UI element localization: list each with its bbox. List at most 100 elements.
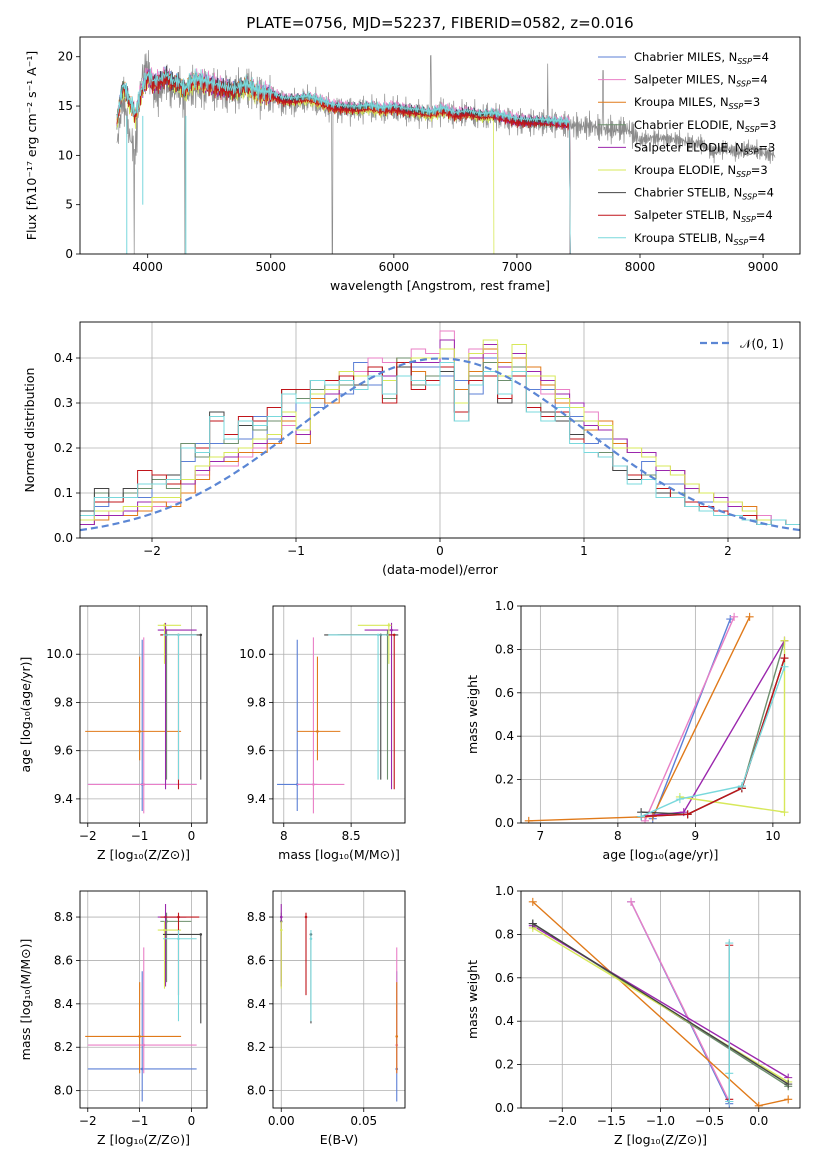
y-tick-label: 0.8 — [495, 927, 514, 941]
legend-label: Kroupa STELIB, N — [634, 231, 734, 245]
x-axis-label: E(B-V) — [320, 1132, 359, 1147]
legend-subscript: SSP — [742, 193, 757, 202]
y-tick-label: 0.4 — [54, 351, 73, 365]
legend-subscript: SSP — [745, 125, 760, 134]
data-point — [177, 937, 180, 941]
legend-label: Salpeter MILES, N — [634, 73, 736, 87]
weight-marker — [524, 816, 533, 823]
y-tick-label: 8.2 — [54, 1040, 73, 1054]
data-point — [376, 633, 380, 637]
legend-label: Salpeter STELIB, N — [634, 208, 741, 222]
weight-line — [641, 657, 786, 818]
weight-marker — [784, 1080, 793, 1089]
y-tick-label: 10.0 — [239, 647, 266, 661]
x-tick-label: 8 — [614, 829, 622, 843]
data-point — [138, 730, 141, 733]
legend-label: Kroupa ELODIE, N — [634, 163, 736, 177]
x-tick-label: −1 — [131, 829, 149, 843]
x-tick-label: −2 — [79, 1114, 97, 1128]
model-spectrum — [116, 68, 571, 254]
y-tick-label: 0.4 — [495, 729, 514, 743]
data-point — [304, 915, 308, 919]
data-point — [163, 623, 166, 627]
model-spectrum — [116, 71, 571, 254]
x-tick-label: 7 — [537, 829, 545, 843]
axes-frame — [79, 36, 801, 255]
data-point — [138, 1035, 141, 1038]
normal-curve — [80, 357, 800, 532]
legend-subscript: SSP — [729, 102, 744, 111]
legend-suffix: =3 — [758, 140, 775, 154]
weight-line — [644, 616, 735, 822]
residual-histogram — [80, 339, 800, 525]
data-point — [199, 633, 203, 637]
x-tick-label: 9000 — [748, 260, 779, 274]
x-tick-label: 4000 — [132, 260, 163, 274]
weight-line — [640, 666, 786, 818]
y-tick-label: 0.2 — [54, 441, 73, 455]
y-tick-label: 0.2 — [495, 773, 514, 787]
x-tick-label: −0.5 — [695, 1114, 724, 1128]
x-tick-label: −1.0 — [646, 1114, 675, 1128]
weight-line — [532, 927, 789, 1083]
weight-marker — [780, 636, 789, 645]
y-axis-label: mass weight — [465, 960, 480, 1039]
y-tick-label: 1.0 — [495, 884, 514, 898]
data-point — [312, 783, 315, 786]
y-tick-label: 8.4 — [54, 997, 73, 1011]
y-tick-label: 8.2 — [247, 1040, 266, 1054]
legend-subscript: SSP — [736, 170, 751, 179]
weight-line — [532, 922, 789, 1085]
panel-mass_vs_EBV: 0.00 0.05 8.0 8.2 8.4 8.6 8.8 E(B-V) — [247, 890, 406, 1147]
legend-entry: Kroupa ELODIE, NSSP=3 — [634, 163, 768, 179]
axes-frame — [272, 890, 406, 1109]
y-tick-label: 8.4 — [247, 997, 266, 1011]
plot-area — [80, 330, 800, 532]
x-tick-label: 8000 — [625, 260, 656, 274]
data-point — [177, 915, 180, 919]
plot-area — [85, 622, 203, 814]
y-tick-label: 0.8 — [495, 642, 514, 656]
weight-marker — [627, 897, 636, 906]
y-tick-label: 9.4 — [54, 792, 73, 806]
panel-age_vs_Z: −2 −1 0 9.4 9.6 9.8 10.0 Z [log₁₀(Z/Z⊙)] age [lo… — [18, 605, 208, 862]
axes-frame — [272, 605, 406, 824]
legend-suffix: =3 — [760, 118, 777, 132]
x-axis-label: Z [log₁₀(Z/Z⊙)] — [614, 1132, 707, 1147]
x-axis-label: Z [log₁₀(Z/Z⊙)] — [97, 1132, 190, 1147]
axes-frame — [520, 890, 801, 1109]
panel-mass_vs_Z: −2 −1 0 8.0 8.2 8.4 8.6 8.8 Z [log₁₀(Z/Z⊙)] mass … — [18, 890, 208, 1147]
weight-marker — [780, 808, 789, 817]
legend-entry: 𝒩(0, 1) — [740, 337, 784, 351]
x-tick-label: 9 — [692, 829, 700, 843]
x-axis-label: Z [log₁₀(Z/Z⊙)] — [97, 847, 190, 862]
legend-label: Chabrier STELIB, N — [634, 186, 742, 200]
y-axis-label: mass [log₁₀(M/M⊙)] — [18, 939, 33, 1061]
data-point — [142, 1043, 146, 1047]
y-tick-label: 5 — [65, 198, 73, 212]
y-tick-label: 20 — [58, 50, 73, 64]
legend-label: Salpeter ELODIE, N — [634, 140, 744, 154]
model-spectrum — [116, 72, 495, 254]
chart-title: PLATE=0756, MJD=52237, FIBERID=0582, z=0… — [246, 14, 633, 32]
x-tick-label: 6000 — [379, 260, 410, 274]
x-tick-label: 0 — [436, 544, 444, 558]
y-tick-label: 8.8 — [247, 910, 266, 924]
legend-subscript: SSP — [737, 57, 752, 66]
data-point — [392, 633, 396, 637]
y-tick-label: 9.4 — [247, 792, 266, 806]
weight-marker — [637, 812, 646, 821]
weight-marker — [675, 795, 684, 804]
plot-area — [279, 904, 399, 1102]
residual-histogram — [80, 339, 800, 525]
x-tick-label: 0.0 — [749, 1114, 768, 1128]
residual-histogram — [80, 362, 800, 525]
data-point — [309, 937, 313, 941]
data-point — [140, 1067, 144, 1071]
x-tick-label: −2 — [143, 544, 161, 558]
data-point — [163, 928, 166, 932]
weight-line — [528, 616, 751, 822]
x-tick-label: 1 — [580, 544, 588, 558]
plot-area — [116, 50, 776, 254]
